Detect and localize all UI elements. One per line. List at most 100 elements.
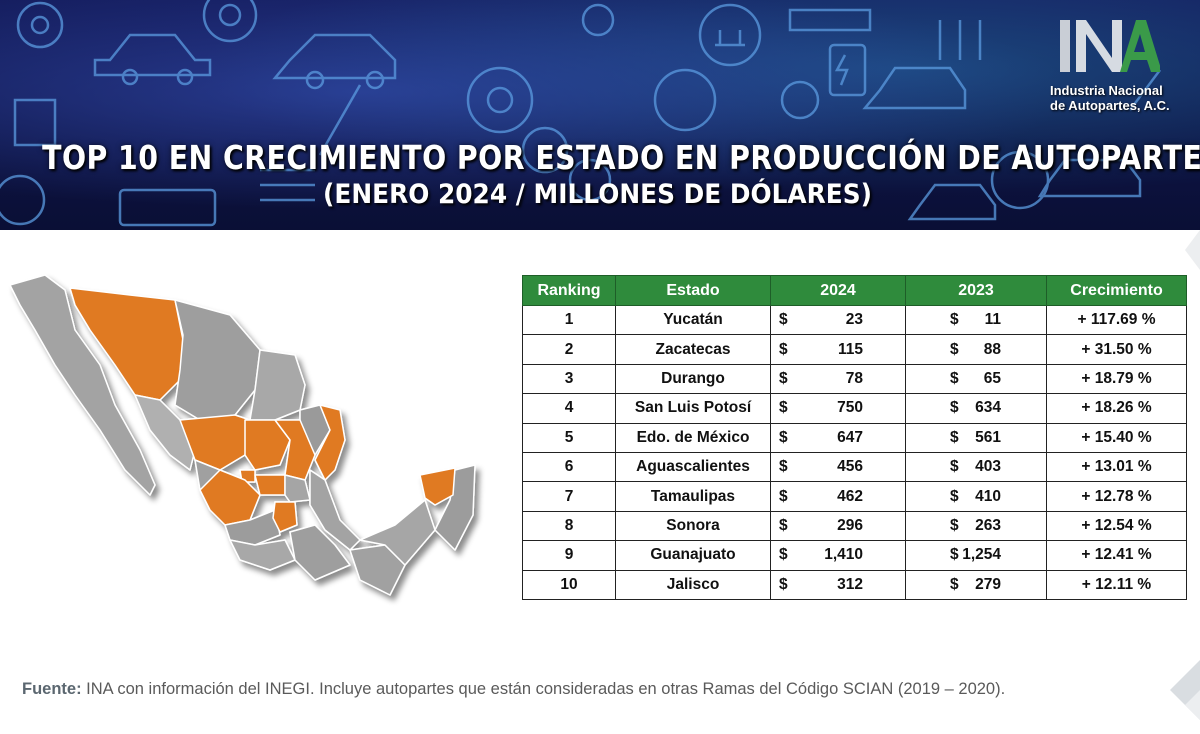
logo-line-1: Industria Nacional — [1050, 83, 1163, 98]
cell-2024: $462 — [770, 481, 906, 512]
value-2024: 296 — [837, 516, 863, 534]
cell-2023: $88 — [905, 334, 1047, 365]
table-row: 10 Jalisco $312 $279 + 12.11 % — [522, 569, 1187, 600]
currency-symbol: $ — [779, 311, 788, 329]
hidalgo-region — [284, 474, 311, 503]
value-2023: 561 — [975, 428, 1001, 446]
title-rest: EN CRECIMIENTO POR ESTADO EN PRODUCCIÓN … — [158, 138, 1200, 177]
value-2024: 456 — [837, 458, 863, 476]
source-footnote: Fuente: INA con información del INEGI. I… — [22, 680, 1005, 699]
table-row: 2 Zacatecas $115 $88 + 31.50 % — [522, 334, 1187, 365]
table-header-row: Ranking Estado 2024 2023 Crecimiento — [522, 275, 1187, 306]
veracruz-region — [309, 469, 361, 551]
cell-2023: $561 — [905, 422, 1047, 453]
oaxaca-region — [289, 524, 351, 581]
cell-2024: $750 — [770, 393, 906, 424]
value-2023: 1,254 — [962, 546, 1001, 564]
yucatan-state — [419, 467, 456, 506]
cell-estado: Tamaulipas — [615, 481, 771, 512]
source-label: Fuente: — [22, 680, 82, 698]
value-2023: 65 — [983, 369, 1001, 387]
table-row: 8 Sonora $296 $263 + 12.54 % — [522, 510, 1187, 542]
value-2024: 115 — [837, 340, 863, 358]
cell-2023: $1,254 — [905, 540, 1047, 571]
cell-crecimiento: + 18.79 % — [1046, 363, 1187, 395]
cell-2023: $11 — [905, 304, 1047, 336]
cell-ranking: 7 — [522, 481, 616, 512]
value-2023: 263 — [975, 516, 1001, 534]
currency-symbol: $ — [950, 340, 959, 358]
automotive-icons-background — [0, 0, 1161, 227]
value-2023: 88 — [983, 340, 1001, 358]
cell-estado: Edo. de México — [615, 422, 771, 453]
guanajuato-state — [254, 474, 286, 496]
currency-symbol: $ — [950, 516, 959, 534]
currency-symbol: $ — [950, 575, 959, 593]
currency-symbol: $ — [779, 516, 788, 534]
cell-crecimiento: + 117.69 % — [1046, 304, 1187, 336]
cell-2024: $312 — [770, 569, 906, 600]
ranking-table: Ranking Estado 2024 2023 Crecimiento 1 Yu… — [522, 275, 1187, 600]
cell-ranking: 2 — [522, 334, 616, 365]
cell-2024: $23 — [770, 304, 906, 336]
cell-estado: Durango — [615, 363, 771, 395]
coahuila-region — [249, 349, 306, 421]
cell-2024: $647 — [770, 422, 906, 453]
cell-estado: Jalisco — [615, 569, 771, 600]
value-2024: 78 — [845, 369, 863, 387]
currency-symbol: $ — [950, 369, 959, 387]
currency-symbol: $ — [779, 487, 788, 505]
currency-symbol: $ — [779, 458, 788, 476]
chihuahua-region — [174, 299, 261, 421]
cell-crecimiento: + 13.01 % — [1046, 451, 1187, 483]
col-header-estado: Estado — [615, 275, 771, 306]
cell-2024: $456 — [770, 451, 906, 483]
currency-symbol: $ — [779, 399, 788, 417]
title-highlight: TOP 10 — [42, 138, 159, 177]
cell-2023: $279 — [905, 569, 1047, 600]
cell-ranking: 8 — [522, 510, 616, 542]
value-2024: 750 — [837, 399, 863, 417]
cell-crecimiento: + 18.26 % — [1046, 393, 1187, 424]
currency-symbol: $ — [950, 311, 959, 329]
mexico-map — [9, 274, 476, 596]
page-title: TOP 10 EN CRECIMIENTO POR ESTADO EN PROD… — [42, 138, 1200, 177]
chiapas-region — [349, 544, 406, 596]
header-banner: Industria Nacional de Autopartes, A.C. T… — [0, 0, 1200, 230]
currency-symbol: $ — [950, 399, 959, 417]
table-row: 1 Yucatán $23 $11 + 117.69 % — [522, 304, 1187, 336]
cell-crecimiento: + 12.41 % — [1046, 540, 1187, 571]
cell-estado: Sonora — [615, 510, 771, 542]
cell-ranking: 1 — [522, 304, 616, 336]
logo-line-2: de Autopartes, A.C. — [1050, 98, 1170, 113]
corner-decoration — [1170, 660, 1200, 720]
cell-crecimiento: + 12.54 % — [1046, 510, 1187, 542]
currency-symbol: $ — [779, 369, 788, 387]
tamaulipas-state — [314, 404, 346, 481]
table-row: 3 Durango $78 $65 + 18.79 % — [522, 363, 1187, 395]
cell-ranking: 5 — [522, 422, 616, 453]
cell-2024: $296 — [770, 510, 906, 542]
value-2023: 279 — [975, 575, 1001, 593]
currency-symbol: $ — [779, 428, 788, 446]
value-2023: 634 — [975, 399, 1001, 417]
cell-ranking: 3 — [522, 363, 616, 395]
table-row: 5 Edo. de México $647 $561 + 15.40 % — [522, 422, 1187, 453]
quintana-roo-region — [434, 464, 476, 551]
value-2024: 647 — [837, 428, 863, 446]
value-2024: 462 — [837, 487, 863, 505]
cell-crecimiento: + 31.50 % — [1046, 334, 1187, 365]
table-row: 9 Guanajuato $1,410 $1,254 + 12.41 % — [522, 540, 1187, 571]
jalisco-state — [199, 469, 261, 526]
col-header-ranking: Ranking — [522, 275, 616, 306]
cell-estado: Zacatecas — [615, 334, 771, 365]
edo-de-mexico-state — [272, 501, 298, 533]
ina-logo-mark — [1060, 20, 1162, 72]
value-2024: 312 — [837, 575, 863, 593]
currency-symbol: $ — [779, 546, 788, 564]
cell-2023: $263 — [905, 510, 1047, 542]
cell-crecimiento: + 12.11 % — [1046, 569, 1187, 600]
cell-2023: $65 — [905, 363, 1047, 395]
table-row: 7 Tamaulipas $462 $410 + 12.78 % — [522, 481, 1187, 512]
cell-2024: $78 — [770, 363, 906, 395]
